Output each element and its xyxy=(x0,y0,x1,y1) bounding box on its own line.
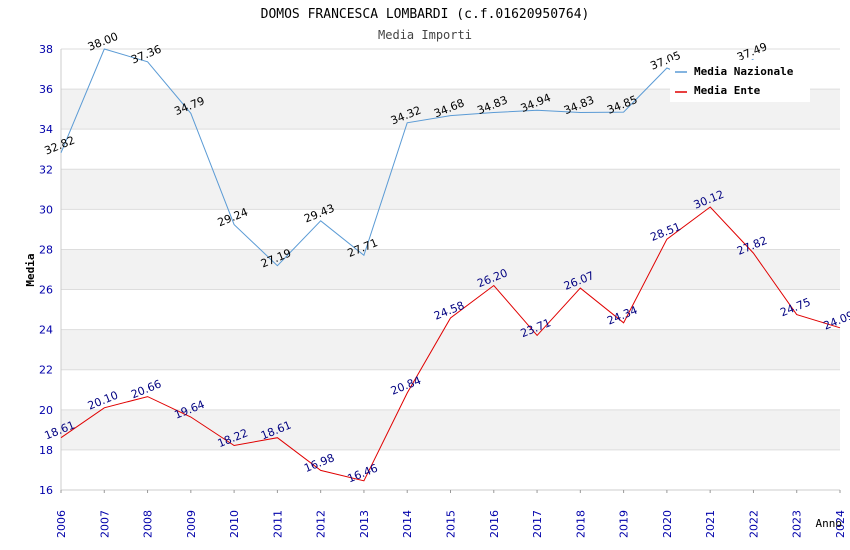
y-tick-label: 24 xyxy=(39,324,53,337)
y-tick-label: 28 xyxy=(39,243,53,256)
y-tick-label: 30 xyxy=(39,203,53,216)
x-tick-label: 2019 xyxy=(618,510,631,538)
x-tick-label: 2010 xyxy=(228,510,241,538)
legend-label-media-nazionale: Media Nazionale xyxy=(694,65,794,78)
grid-band xyxy=(61,129,840,170)
x-tick-label: 2022 xyxy=(747,510,760,538)
x-tick-label: 2007 xyxy=(98,510,111,538)
x-tick-label: 2015 xyxy=(445,510,458,538)
grid-band xyxy=(61,449,840,490)
grid-band xyxy=(61,249,840,290)
x-axis: 2006 2007 2008 2009 2010 2011 2012 2013 2014 2015… xyxy=(55,489,847,538)
y-axis-label: Media xyxy=(24,253,37,286)
y-tick-label: 26 xyxy=(39,284,53,297)
x-tick-label: 2011 xyxy=(271,510,284,538)
grid-band xyxy=(61,289,840,330)
y-tick-label: 16 xyxy=(39,484,53,497)
x-tick-label: 2024 xyxy=(834,510,847,538)
x-tick-label: 2008 xyxy=(142,510,155,538)
series-line-media-nazionale xyxy=(60,48,754,267)
x-tick-label: 2021 xyxy=(704,510,717,538)
series-line-media-ente xyxy=(60,206,841,482)
y-tick-label: 22 xyxy=(39,364,53,377)
legend-box xyxy=(670,60,810,102)
x-tick-label: 2020 xyxy=(661,510,674,538)
y-tick-label: 34 xyxy=(39,123,53,136)
y-tick-label: 36 xyxy=(39,83,53,96)
y-tick-label: 32 xyxy=(39,163,53,176)
x-tick-label: 2023 xyxy=(791,510,804,538)
chart-subtitle: Media Importi xyxy=(378,28,472,42)
x-tick-label: 2014 xyxy=(401,510,414,538)
x-tick-label: 2017 xyxy=(531,510,544,538)
x-axis-label: Anno xyxy=(816,517,843,530)
chart-title: DOMOS FRANCESCA LOMBARDI (c.f.0162095076… xyxy=(261,7,590,22)
y-tick-label: 38 xyxy=(39,43,53,56)
grid-band xyxy=(61,209,840,250)
x-tick-label: 2013 xyxy=(358,510,371,538)
y-tick-label: 18 xyxy=(39,444,53,457)
x-tick-label: 2018 xyxy=(574,510,587,538)
x-tick-label: 2009 xyxy=(185,510,198,538)
x-tick-label: 2006 xyxy=(55,510,68,538)
legend-label-media-ente: Media Ente xyxy=(694,84,761,97)
grid-bands xyxy=(61,48,840,491)
series-lines xyxy=(60,48,841,482)
y-tick-label: 20 xyxy=(39,404,53,417)
x-tick-label: 2016 xyxy=(488,510,501,538)
grid-band xyxy=(61,329,840,370)
grid-band xyxy=(61,169,840,210)
legend: Media Nazionale Media Ente xyxy=(670,60,810,102)
y-axis: 16 18 20 22 24 26 28 30 32 34 36 38 xyxy=(39,43,62,497)
x-tick-label: 2012 xyxy=(315,510,328,538)
grid-band xyxy=(61,369,840,410)
